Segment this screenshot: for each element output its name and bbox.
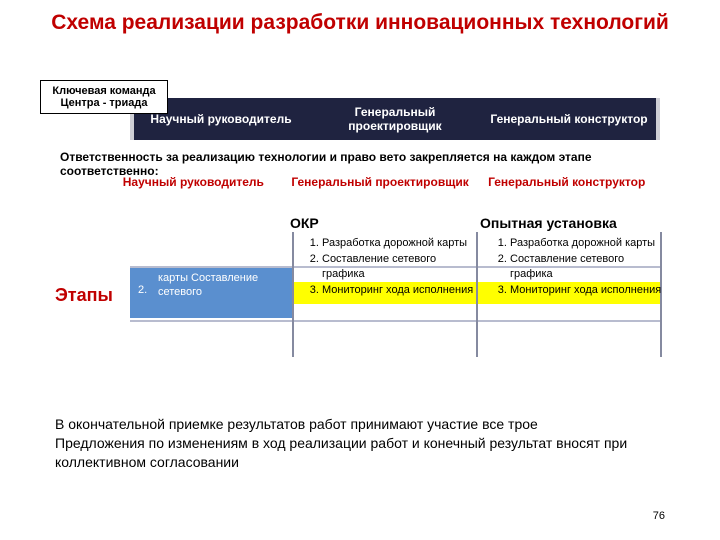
red-role-scientist: Научный руководитель bbox=[100, 175, 287, 189]
red-role-designer: Генеральный проектировщик bbox=[287, 175, 474, 189]
stages-label: Этапы bbox=[55, 285, 113, 306]
list-item: Мониторинг хода исполнения bbox=[322, 283, 475, 297]
stage-blue-num: 2. bbox=[138, 284, 147, 298]
list-item: Составление сетевого графика bbox=[510, 252, 663, 281]
v-sep-2 bbox=[476, 232, 478, 357]
pilot-list: Разработка дорожной карты Составление се… bbox=[488, 236, 663, 299]
list-item: Разработка дорожной карты bbox=[322, 236, 475, 250]
footer-text: В окончательной приемке результатов рабо… bbox=[55, 415, 675, 472]
stage-blue-box: 2. карты Составление сетевого bbox=[130, 268, 292, 318]
footer-line-1: В окончательной приемке результатов рабо… bbox=[55, 415, 675, 434]
footer-line-2: Предложения по изменениям в ход реализац… bbox=[55, 434, 675, 472]
phase-okr: ОКР bbox=[280, 215, 470, 231]
v-sep-1 bbox=[292, 232, 294, 357]
stage-blue-text: карты Составление сетевого bbox=[158, 272, 258, 298]
phase-pilot: Опытная установка bbox=[470, 215, 660, 231]
okr-list: Разработка дорожной карты Составление се… bbox=[300, 236, 475, 299]
list-item: Разработка дорожной карты bbox=[510, 236, 663, 250]
list-item: Мониторинг хода исполнения bbox=[510, 283, 663, 297]
key-team-box: Ключевая команда Центра - триада bbox=[40, 80, 168, 114]
list-item: Составление сетевого графика bbox=[322, 252, 475, 281]
role-cell-constructor: Генеральный конструктор bbox=[482, 98, 656, 140]
roles-band: Научный руководитель Генеральный проекти… bbox=[130, 98, 660, 140]
red-role-constructor: Генеральный конструктор bbox=[473, 175, 660, 189]
grid-line-bottom bbox=[130, 320, 660, 322]
responsibility-text: Ответственность за реализацию технологии… bbox=[60, 150, 660, 178]
role-cell-designer: Генеральный проектировщик bbox=[308, 98, 482, 140]
phase-headers: ОКР Опытная установка bbox=[280, 215, 660, 231]
page-title: Схема реализации разработки инновационны… bbox=[0, 0, 720, 42]
red-roles-row: Научный руководитель Генеральный проекти… bbox=[100, 175, 660, 189]
page-number: 76 bbox=[653, 510, 665, 522]
